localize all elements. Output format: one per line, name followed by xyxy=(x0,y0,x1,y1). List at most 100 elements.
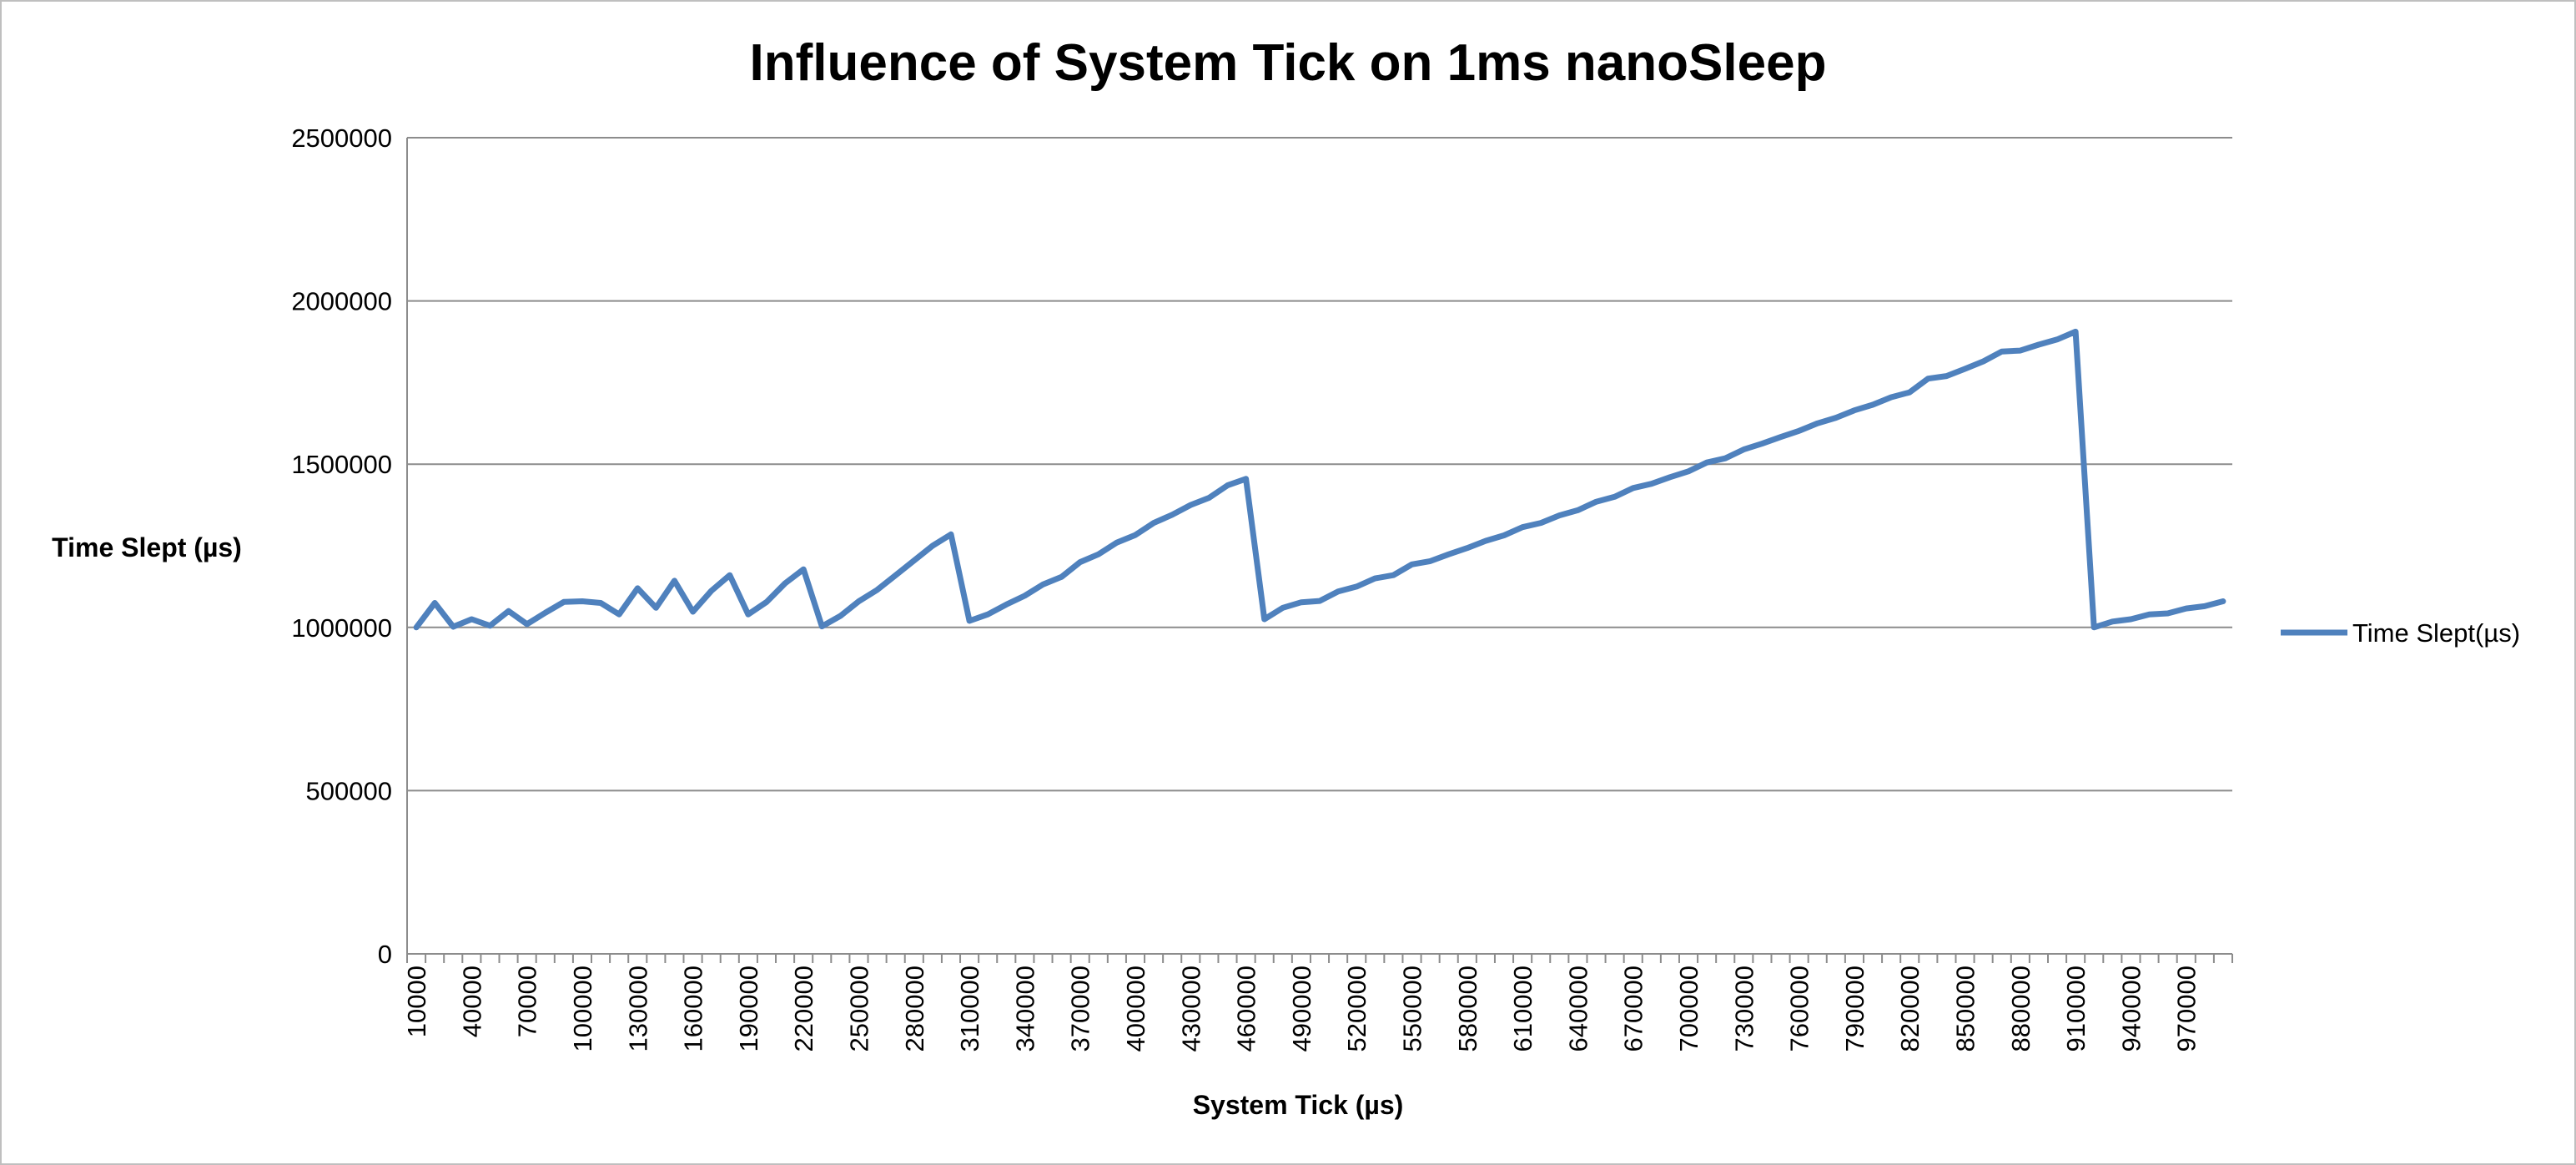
data-point xyxy=(506,608,511,613)
x-tick-label: 10000 xyxy=(402,966,431,1037)
x-tick-label: 610000 xyxy=(1508,966,1537,1052)
data-point xyxy=(450,624,455,629)
y-tick-label: 2500000 xyxy=(291,124,392,153)
y-tick-label: 0 xyxy=(378,940,392,969)
data-point xyxy=(2073,329,2078,334)
data-point xyxy=(414,625,419,630)
x-tick-label: 970000 xyxy=(2172,966,2201,1052)
x-tick-label: 700000 xyxy=(1674,966,1703,1052)
data-point xyxy=(1575,507,1580,512)
data-point xyxy=(432,600,437,605)
data-point xyxy=(1133,532,1138,537)
data-point xyxy=(2166,611,2171,616)
data-point xyxy=(1723,456,1728,461)
x-tick-label: 400000 xyxy=(1121,966,1150,1052)
x-tick-label: 790000 xyxy=(1840,966,1869,1052)
data-point xyxy=(1078,560,1083,565)
x-tick-label: 730000 xyxy=(1729,966,1758,1052)
data-point xyxy=(1925,376,1930,381)
x-tick-label: 550000 xyxy=(1398,966,1427,1052)
x-tick-label: 160000 xyxy=(679,966,708,1052)
x-tick-label: 40000 xyxy=(457,966,486,1037)
x-tick-label: 340000 xyxy=(1010,966,1039,1052)
data-point xyxy=(856,599,861,604)
data-point xyxy=(764,599,769,604)
data-point xyxy=(2091,625,2096,630)
data-point xyxy=(1797,428,1802,433)
data-point xyxy=(2184,606,2189,611)
x-tick-label: 880000 xyxy=(2006,966,2035,1052)
data-point xyxy=(930,543,935,548)
data-point xyxy=(1391,572,1396,577)
data-point xyxy=(691,609,696,614)
data-point xyxy=(1502,532,1507,537)
data-point xyxy=(1852,408,1857,413)
data-point xyxy=(1206,495,1211,500)
data-point xyxy=(1244,477,1249,482)
x-tick-label: 760000 xyxy=(1785,966,1814,1052)
x-tick-label: 820000 xyxy=(1895,966,1924,1052)
data-point xyxy=(653,605,658,610)
x-tick-label: 580000 xyxy=(1453,966,1482,1052)
data-point xyxy=(1779,435,1784,440)
data-point xyxy=(1889,395,1894,400)
x-tick-label: 130000 xyxy=(623,966,652,1052)
data-point xyxy=(580,599,585,604)
data-point xyxy=(948,532,953,537)
series-line-time-slept xyxy=(413,328,2226,631)
data-point xyxy=(1225,483,1230,488)
data-point xyxy=(1299,600,1304,605)
data-point xyxy=(1613,494,1618,499)
y-tick-label: 2000000 xyxy=(291,287,392,316)
x-tick-label: 190000 xyxy=(734,966,763,1052)
x-tick-label: 370000 xyxy=(1066,966,1095,1052)
data-point xyxy=(1188,502,1193,507)
data-point xyxy=(782,581,787,586)
data-point xyxy=(1981,359,1986,364)
data-point xyxy=(672,578,677,583)
x-tick-label: 850000 xyxy=(1951,966,1980,1052)
x-axis-title: System Tick (µs) xyxy=(1193,1090,1404,1120)
data-point xyxy=(1280,605,1285,610)
data-point xyxy=(1114,540,1119,545)
data-point xyxy=(2000,349,2005,354)
data-point xyxy=(1815,421,1820,426)
x-tick-label: 220000 xyxy=(789,966,818,1052)
data-point xyxy=(1631,486,1636,491)
x-tick-label: 430000 xyxy=(1176,966,1205,1052)
data-point xyxy=(746,612,751,617)
data-point xyxy=(1704,460,1709,465)
data-point xyxy=(1465,546,1470,551)
data-point xyxy=(1759,441,1764,446)
data-point xyxy=(801,567,806,572)
data-point xyxy=(985,612,990,617)
data-point xyxy=(875,588,880,593)
data-point xyxy=(1538,521,1543,526)
data-point xyxy=(2221,599,2226,604)
data-point xyxy=(2128,617,2133,622)
data-point xyxy=(912,558,917,563)
data-point xyxy=(1668,475,1673,480)
data-point xyxy=(893,572,898,577)
data-point xyxy=(967,618,972,623)
data-point xyxy=(2055,337,2060,342)
data-point xyxy=(561,599,566,604)
data-point xyxy=(2147,612,2152,617)
data-point xyxy=(487,623,492,628)
data-point xyxy=(1336,589,1341,594)
data-point xyxy=(525,622,530,627)
data-point xyxy=(1262,617,1267,622)
x-tick-label: 460000 xyxy=(1232,966,1261,1052)
gridlines xyxy=(407,137,2232,792)
data-point xyxy=(838,613,843,618)
legend: Time Slept(µs) xyxy=(2281,618,2520,648)
data-point xyxy=(1907,390,1912,395)
data-point xyxy=(1944,374,1949,379)
data-point xyxy=(1096,552,1101,557)
x-tick-label: 490000 xyxy=(1287,966,1316,1052)
x-tick-label: 670000 xyxy=(1619,966,1648,1052)
data-point xyxy=(543,610,548,615)
data-point xyxy=(1520,525,1525,530)
data-point xyxy=(1483,538,1488,543)
data-point xyxy=(1870,402,1875,407)
